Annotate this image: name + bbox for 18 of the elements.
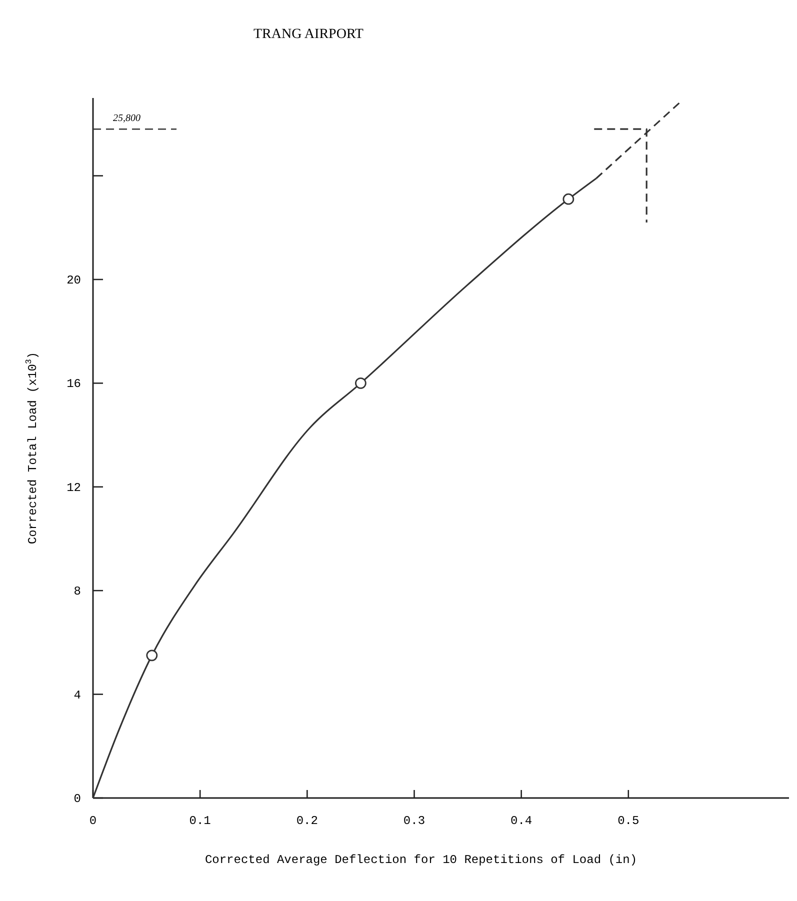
point (562, 193, 574, 205)
y-tick-label: 8 (74, 584, 81, 599)
y-tick-label: 4 (74, 688, 81, 702)
point (354, 377, 366, 389)
x-tick-label: 0 (89, 814, 97, 828)
chart-title: TRANG AIRPORT (253, 27, 364, 42)
y-tick-label: 20 (66, 273, 81, 288)
y-tick-label: 0 (74, 792, 81, 806)
y-tick-label: 16 (66, 377, 81, 392)
x-tick-label: 0.3 (403, 814, 426, 828)
x-tick-label: 0.5 (618, 814, 640, 828)
x-axis-title: Corrected Average Deflection for 10 Repetitions of Load (in) (204, 853, 638, 867)
x-tick-label: 0.4 (510, 814, 532, 828)
y-tick-label: 12 (66, 480, 81, 495)
point (146, 650, 158, 662)
x-tick-label: 0.2 (296, 814, 318, 828)
ref-line-label: 25,800 (113, 113, 140, 124)
x-tick-label: 0.1 (189, 814, 211, 828)
